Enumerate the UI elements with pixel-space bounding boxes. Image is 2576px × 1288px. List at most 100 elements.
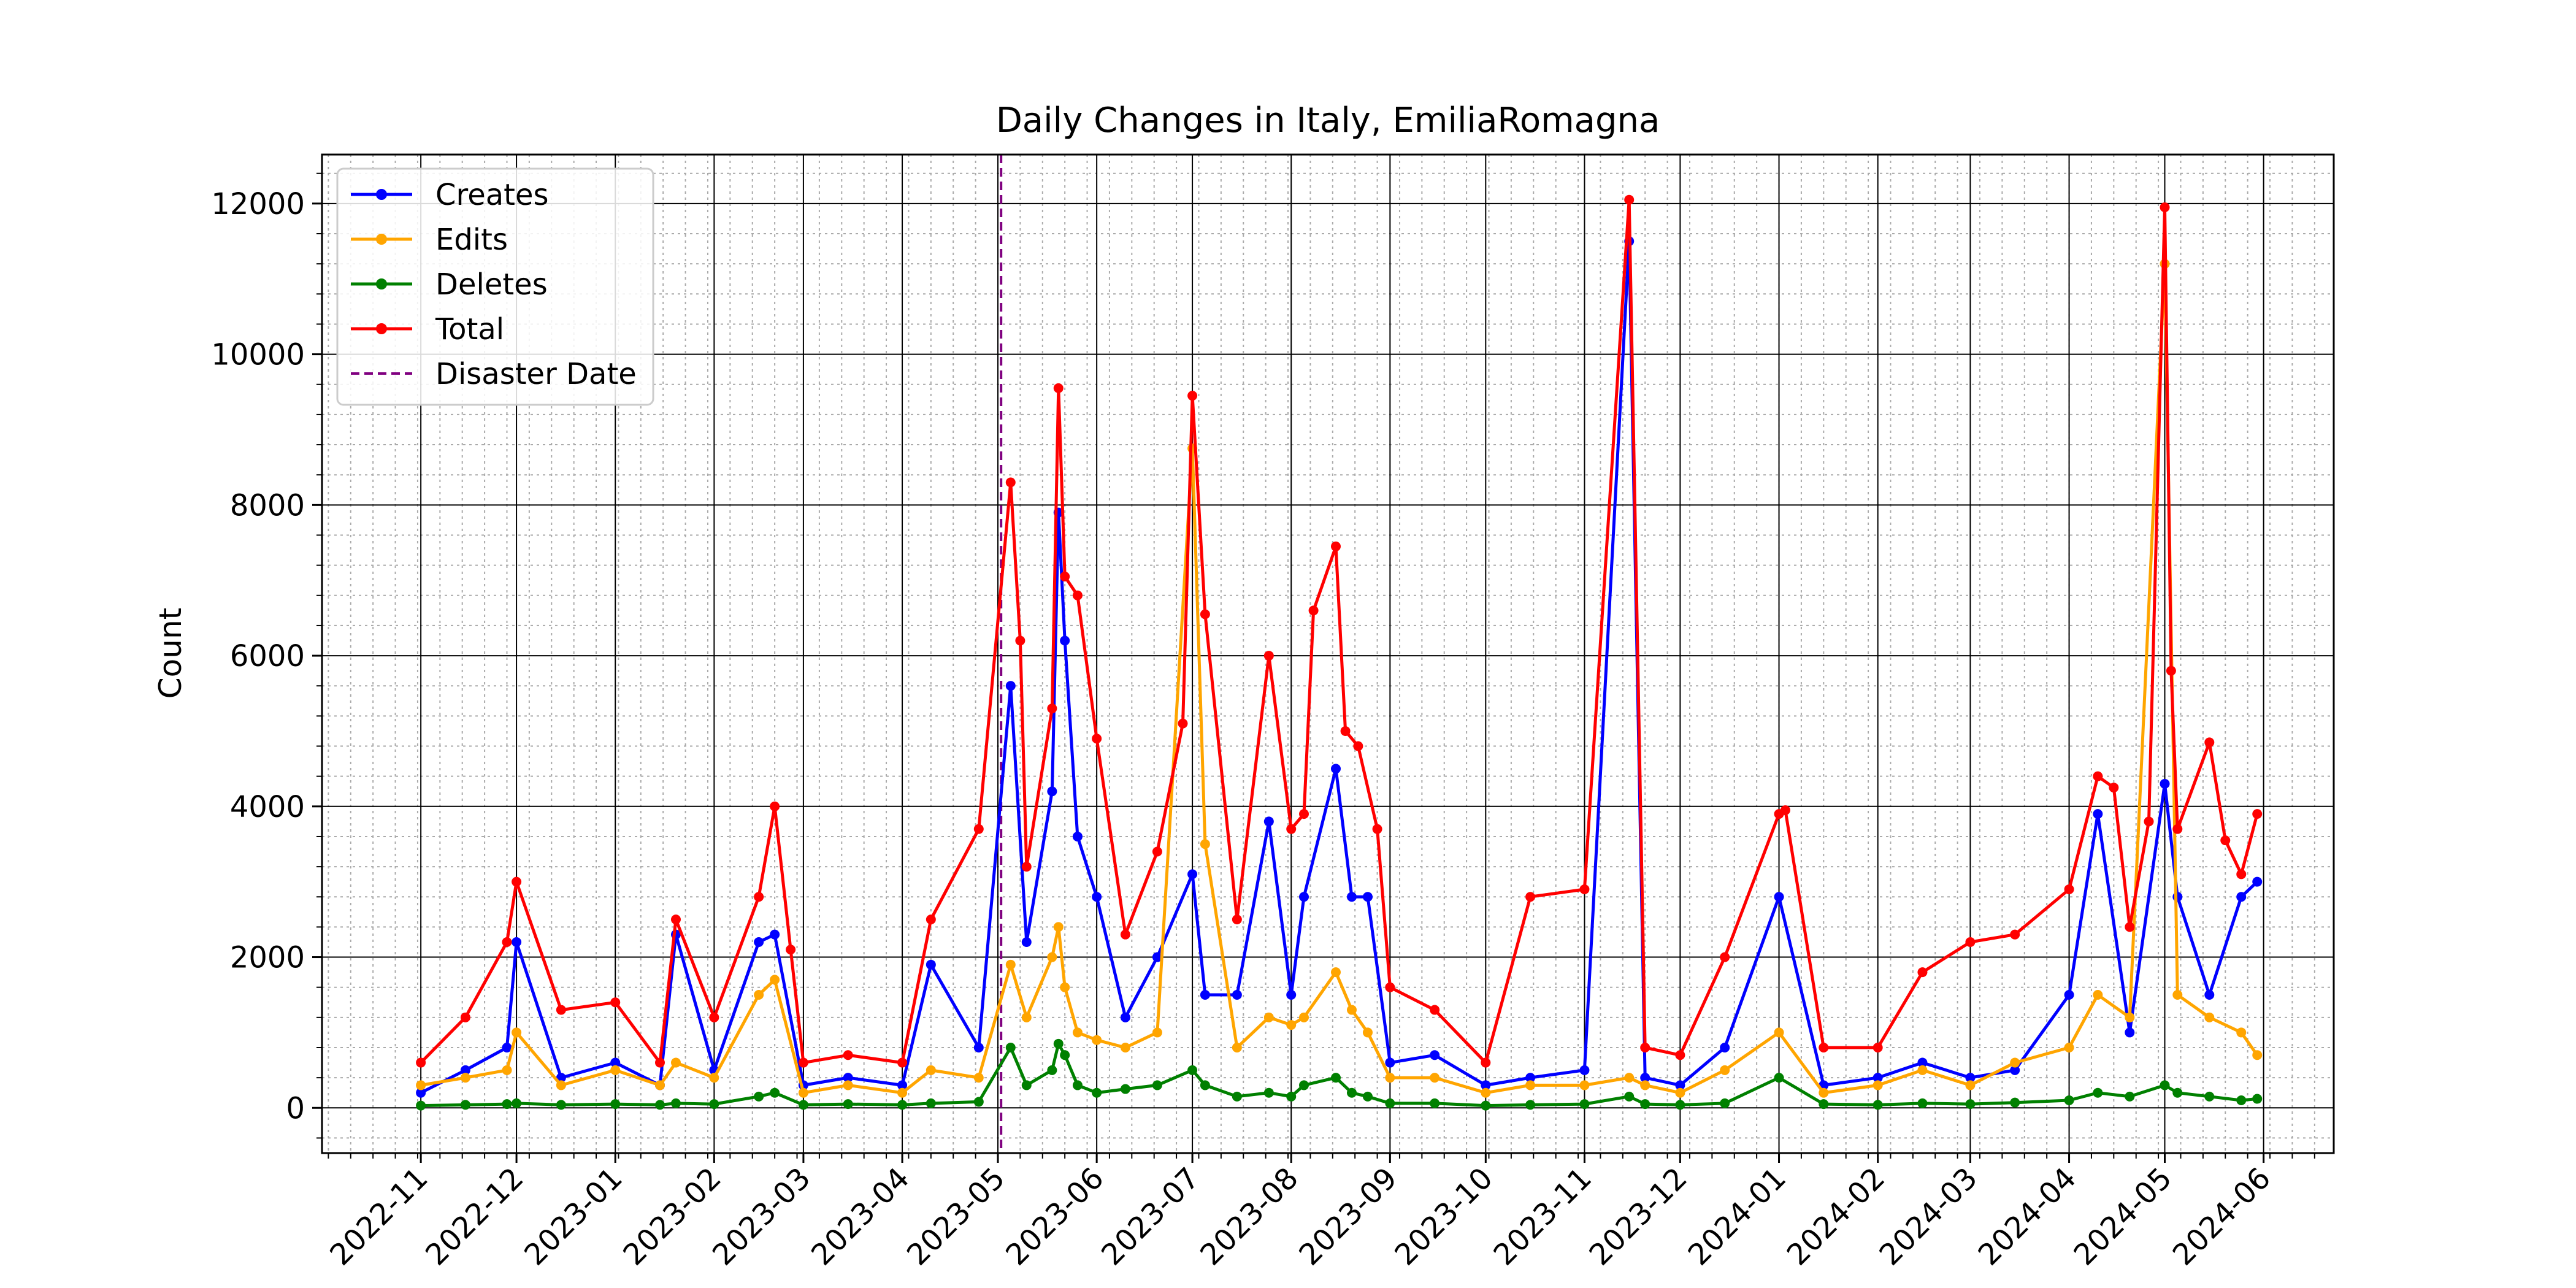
legend-label-edits: Edits — [435, 223, 508, 257]
data-point-edits — [1005, 959, 1016, 970]
data-point-creates — [2093, 809, 2103, 819]
data-point-total — [1353, 741, 1363, 751]
data-point-creates — [610, 1057, 621, 1068]
data-point-edits — [1385, 1073, 1395, 1083]
data-point-creates — [926, 959, 936, 970]
data-point-creates — [512, 937, 522, 947]
data-point-creates — [416, 1087, 426, 1098]
data-point-edits — [1624, 1073, 1635, 1083]
data-point-edits — [1092, 1035, 1102, 1045]
data-point-edits — [1286, 1020, 1297, 1030]
data-point-total — [1299, 809, 1309, 819]
data-point-deletes — [1917, 1098, 1928, 1108]
data-point-creates — [2172, 892, 2183, 902]
data-point-total — [1917, 967, 1928, 978]
legend-label-total: Total — [435, 312, 504, 347]
data-point-edits — [460, 1073, 470, 1083]
y-tick-label: 4000 — [230, 790, 305, 824]
data-point-deletes — [2172, 1087, 2183, 1098]
data-point-edits — [1021, 1012, 1032, 1022]
data-point-total — [1372, 824, 1382, 834]
data-point-edits — [1873, 1080, 1883, 1091]
data-point-edits — [610, 1065, 621, 1075]
legend-label-deletes: Deletes — [435, 267, 548, 302]
y-tick-label: 6000 — [230, 639, 305, 673]
data-point-total — [709, 1012, 719, 1022]
data-point-deletes — [1200, 1080, 1210, 1091]
data-point-creates — [1774, 892, 1784, 902]
data-point-deletes — [502, 1099, 512, 1110]
data-point-total — [1053, 383, 1064, 393]
data-point-creates — [1720, 1042, 1730, 1052]
data-point-total — [1675, 1050, 1685, 1060]
data-point-edits — [1819, 1087, 1829, 1098]
data-point-edits — [502, 1065, 512, 1075]
data-point-total — [1047, 703, 1057, 714]
data-point-deletes — [1720, 1098, 1730, 1108]
data-point-deletes — [1873, 1100, 1883, 1110]
data-point-deletes — [1286, 1091, 1297, 1102]
data-point-edits — [512, 1027, 522, 1038]
data-point-creates — [2160, 778, 2170, 789]
data-point-creates — [2010, 1065, 2020, 1075]
data-point-total — [2064, 884, 2074, 894]
data-point-edits — [1299, 1012, 1309, 1022]
data-point-total — [610, 997, 621, 1008]
data-point-total — [460, 1012, 470, 1022]
data-point-edits — [1346, 1005, 1357, 1015]
data-point-total — [2172, 824, 2183, 834]
data-point-total — [1385, 982, 1395, 992]
data-point-deletes — [1047, 1065, 1057, 1075]
data-point-edits — [1152, 1027, 1162, 1038]
data-point-deletes — [1579, 1099, 1590, 1110]
data-point-total — [1780, 805, 1790, 815]
data-point-total — [2010, 929, 2020, 940]
data-point-deletes — [2236, 1095, 2247, 1105]
legend-marker-creates — [376, 189, 387, 200]
data-point-total — [1640, 1042, 1650, 1052]
data-point-edits — [1072, 1027, 1083, 1038]
data-point-edits — [2252, 1050, 2263, 1060]
data-point-total — [2166, 665, 2176, 676]
data-point-creates — [897, 1080, 908, 1091]
data-point-edits — [2172, 989, 2183, 1000]
data-point-total — [1072, 590, 1083, 600]
data-point-deletes — [2064, 1095, 2074, 1105]
data-point-creates — [1917, 1057, 1928, 1068]
data-point-deletes — [1299, 1080, 1309, 1091]
data-point-deletes — [1430, 1098, 1440, 1108]
data-point-creates — [1330, 764, 1341, 774]
data-point-total — [754, 892, 764, 902]
data-point-total — [770, 801, 780, 811]
data-point-deletes — [1152, 1080, 1162, 1091]
data-point-total — [512, 876, 522, 887]
data-point-deletes — [1120, 1084, 1130, 1094]
data-point-deletes — [1640, 1099, 1650, 1110]
legend-box — [336, 167, 654, 406]
data-point-creates — [1299, 892, 1309, 902]
data-point-deletes — [1675, 1100, 1685, 1110]
y-tick-label: 0 — [286, 1091, 305, 1125]
data-point-creates — [1675, 1080, 1685, 1091]
data-point-total — [1819, 1042, 1829, 1052]
data-point-total — [1187, 391, 1198, 401]
data-point-creates — [502, 1042, 512, 1052]
data-point-total — [2252, 809, 2263, 819]
data-point-creates — [1060, 635, 1070, 646]
data-point-edits — [1579, 1080, 1590, 1091]
data-point-edits — [1330, 967, 1341, 978]
data-point-edits — [1200, 839, 1210, 849]
data-point-edits — [754, 989, 764, 1000]
data-point-total — [654, 1057, 665, 1068]
data-point-deletes — [2252, 1094, 2263, 1104]
data-point-deletes — [709, 1099, 719, 1110]
data-point-deletes — [1330, 1073, 1341, 1083]
data-point-creates — [770, 929, 780, 940]
y-axis-ticks: 0 2000 4000 6000 8000 10000 12000 — [211, 172, 322, 1139]
data-point-total — [798, 1057, 808, 1068]
data-point-deletes — [2093, 1087, 2103, 1098]
legend-label-disaster-date: Disaster Date — [435, 357, 637, 391]
legend-marker-deletes — [376, 278, 387, 289]
y-axis-label: Count — [153, 608, 188, 699]
data-point-creates — [754, 937, 764, 947]
